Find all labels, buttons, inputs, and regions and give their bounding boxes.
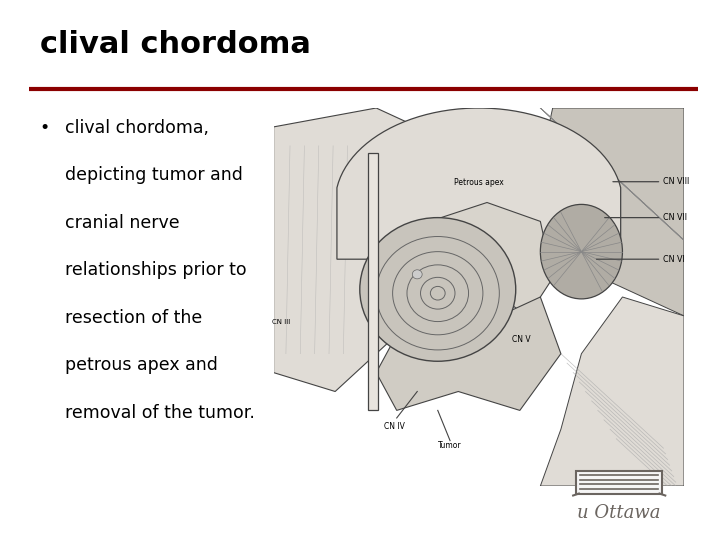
Text: Petrous apex: Petrous apex [454, 178, 504, 187]
Circle shape [413, 270, 422, 279]
Polygon shape [377, 297, 561, 410]
Text: Tumor: Tumor [438, 441, 462, 450]
Polygon shape [337, 108, 621, 259]
Text: •: • [40, 119, 50, 137]
Polygon shape [274, 108, 479, 391]
Text: CN VI: CN VI [664, 255, 685, 264]
Polygon shape [368, 153, 378, 410]
Text: clival chordoma,: clival chordoma, [65, 119, 209, 137]
Text: removal of the tumor.: removal of the tumor. [65, 404, 255, 422]
Ellipse shape [360, 218, 516, 361]
Text: relationships prior to: relationships prior to [65, 261, 246, 279]
Polygon shape [540, 297, 684, 486]
Polygon shape [430, 202, 553, 316]
Text: CN III: CN III [271, 319, 289, 325]
Text: depicting tumor and: depicting tumor and [65, 166, 243, 184]
Text: CN IV: CN IV [384, 422, 405, 431]
FancyBboxPatch shape [576, 471, 662, 494]
Polygon shape [540, 108, 684, 316]
Text: CN VII: CN VII [664, 213, 688, 222]
Text: cranial nerve: cranial nerve [65, 214, 179, 232]
Text: clival chordoma: clival chordoma [40, 30, 310, 59]
Text: u Ottawa: u Ottawa [577, 504, 661, 522]
Text: CN V: CN V [512, 335, 530, 345]
Text: petrous apex and: petrous apex and [65, 356, 217, 374]
Ellipse shape [541, 204, 623, 299]
Text: resection of the: resection of the [65, 309, 202, 327]
Text: CN VIII: CN VIII [664, 177, 690, 186]
